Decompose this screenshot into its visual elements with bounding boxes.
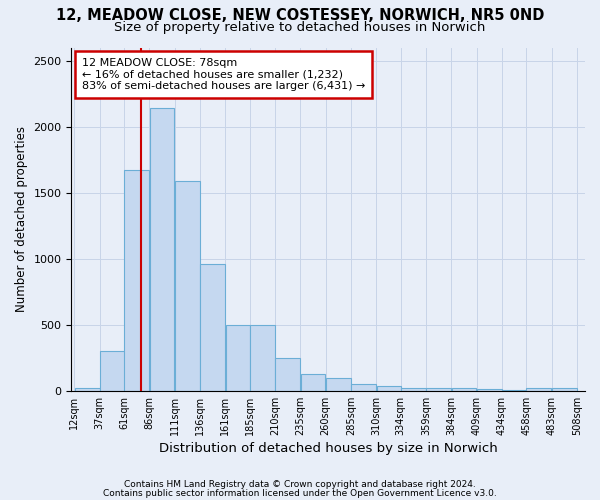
Bar — [477, 390, 502, 391]
Bar — [124, 170, 149, 391]
Bar — [175, 181, 200, 391]
Bar — [100, 351, 125, 391]
Bar — [301, 374, 325, 391]
Bar — [326, 378, 351, 391]
Bar — [149, 108, 175, 391]
Bar — [250, 325, 275, 391]
Bar — [74, 388, 100, 391]
Bar — [401, 388, 426, 391]
X-axis label: Distribution of detached houses by size in Norwich: Distribution of detached houses by size … — [159, 442, 497, 455]
Text: Size of property relative to detached houses in Norwich: Size of property relative to detached ho… — [115, 21, 485, 34]
Text: Contains public sector information licensed under the Open Government Licence v3: Contains public sector information licen… — [103, 489, 497, 498]
Bar — [200, 264, 225, 391]
Text: 12, MEADOW CLOSE, NEW COSTESSEY, NORWICH, NR5 0ND: 12, MEADOW CLOSE, NEW COSTESSEY, NORWICH… — [56, 8, 544, 22]
Bar — [426, 388, 451, 391]
Y-axis label: Number of detached properties: Number of detached properties — [15, 126, 28, 312]
Bar — [377, 386, 401, 391]
Bar — [452, 388, 476, 391]
Bar — [526, 388, 551, 391]
Bar — [351, 384, 376, 391]
Bar — [275, 358, 300, 391]
Text: Contains HM Land Registry data © Crown copyright and database right 2024.: Contains HM Land Registry data © Crown c… — [124, 480, 476, 489]
Bar — [226, 325, 250, 391]
Bar — [502, 390, 527, 391]
Text: 12 MEADOW CLOSE: 78sqm
← 16% of detached houses are smaller (1,232)
83% of semi-: 12 MEADOW CLOSE: 78sqm ← 16% of detached… — [82, 58, 365, 91]
Bar — [552, 388, 577, 391]
